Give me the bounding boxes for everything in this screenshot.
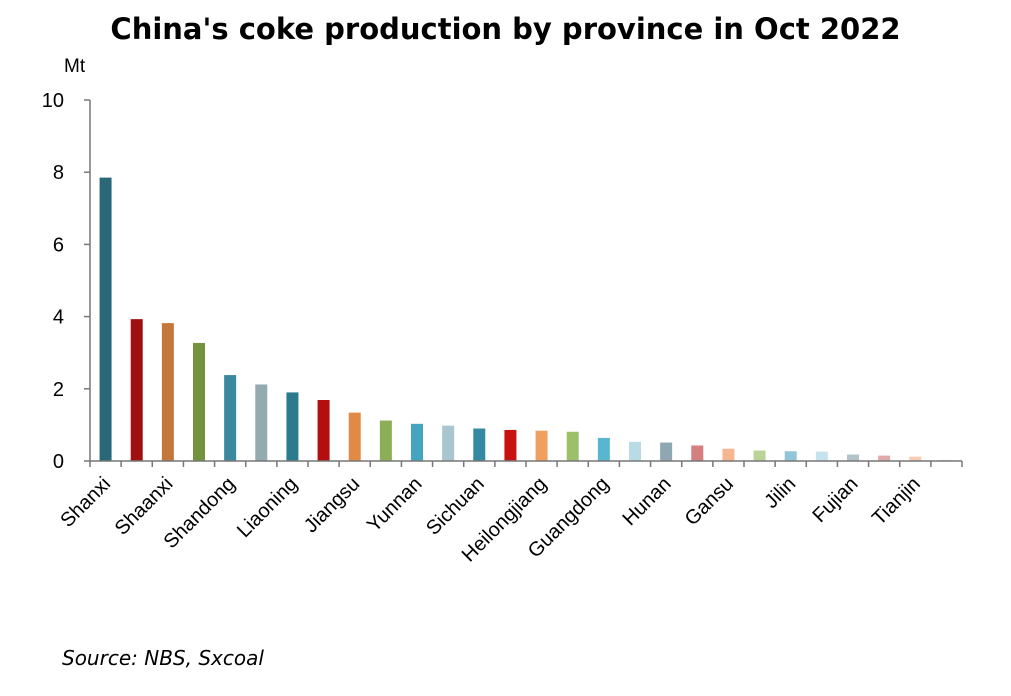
bar	[722, 448, 735, 461]
bar	[286, 392, 299, 461]
bar	[255, 384, 268, 461]
y-tick-label: 4	[53, 307, 64, 329]
bar	[566, 431, 579, 461]
bar	[878, 455, 891, 461]
bar	[909, 456, 922, 461]
y-tick-label: 6	[53, 234, 64, 256]
bars	[99, 177, 953, 462]
x-tick-label: Tianjin	[868, 473, 925, 530]
bar	[784, 451, 797, 461]
y-tick-label: 0	[53, 451, 64, 473]
bar	[411, 423, 423, 461]
bar	[442, 425, 455, 461]
bar	[629, 441, 641, 461]
y-tick-label: 2	[53, 379, 64, 401]
bar	[660, 442, 673, 461]
y-axis-unit-label: Mt	[64, 56, 86, 77]
bar	[161, 323, 174, 461]
bar	[473, 428, 486, 461]
x-tick-label: Shanxi	[56, 473, 115, 532]
x-tick-label: Hunan	[618, 473, 675, 530]
bar	[535, 430, 548, 461]
x-axis: ShanxiShaanxiShandongLiaoningJiangsuYunn…	[56, 460, 963, 566]
bar	[597, 437, 610, 461]
bar	[193, 342, 205, 461]
bar	[317, 399, 330, 461]
bar	[504, 429, 517, 461]
x-tick-label: Yunnan	[363, 473, 427, 537]
bar	[224, 375, 237, 461]
x-tick-label: Gansu	[681, 473, 738, 530]
x-tick-label: Liaoning	[233, 473, 302, 542]
y-axis: 0 2 4 6 8 10	[42, 90, 91, 473]
bar	[99, 177, 112, 462]
x-tick-label: Jilin	[760, 473, 800, 513]
chart-title: China's coke production by province in O…	[110, 12, 901, 46]
bar	[348, 412, 361, 461]
bar	[379, 420, 392, 461]
bar	[847, 454, 859, 461]
bar	[753, 450, 766, 461]
bar	[130, 319, 143, 461]
y-tick-label: 10	[42, 90, 64, 112]
x-tick-label: Fujian	[808, 473, 862, 527]
bar	[815, 451, 828, 461]
bar	[691, 445, 704, 461]
source-note: Source: NBS, Sxcoal	[62, 646, 264, 670]
y-tick-label: 8	[53, 162, 64, 184]
x-tick-label: Jiangsu	[300, 473, 364, 537]
